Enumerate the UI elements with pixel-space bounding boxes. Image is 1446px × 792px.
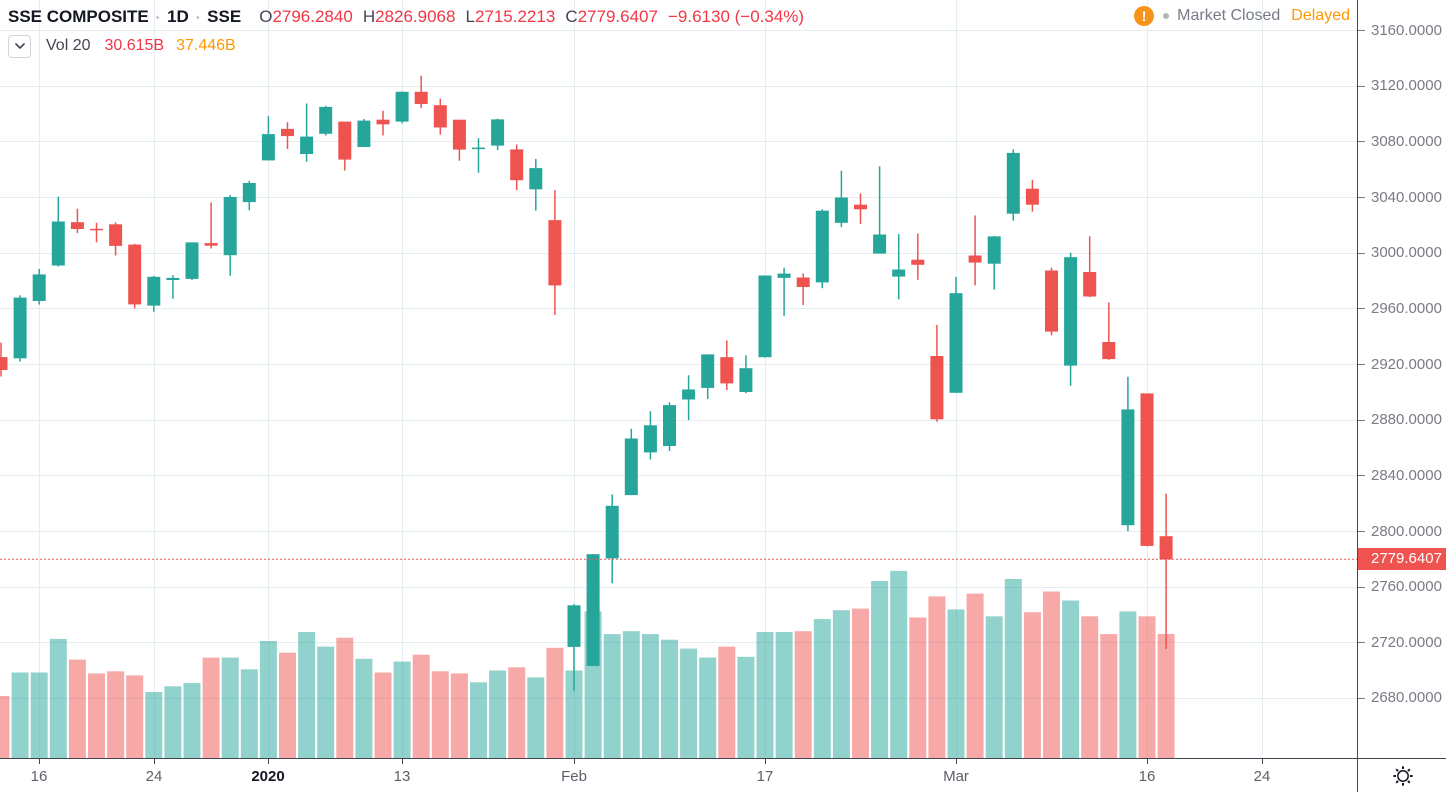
candles [0, 75, 1173, 691]
legend: SSE COMPOSITE · 1D · SSE O2796.2840 H282… [8, 6, 804, 58]
status-dot-icon [1163, 12, 1170, 19]
candlestick-chart-pane[interactable] [0, 0, 1357, 758]
price-tick [1358, 642, 1365, 643]
high-value: 2826.9068 [375, 7, 456, 26]
symbol-title[interactable]: SSE COMPOSITE [8, 7, 149, 26]
price-tick [1358, 30, 1365, 31]
exchange-label: SSE [207, 7, 242, 26]
time-tick-label: 24 [145, 768, 163, 785]
price-tick-label: 3040.0000 [1371, 189, 1442, 206]
time-tick [39, 759, 40, 764]
time-tick-label: 24 [1253, 768, 1271, 785]
time-tick [956, 759, 957, 764]
time-tick-label: 16 [1138, 768, 1156, 785]
market-closed-text: Market Closed [1177, 6, 1281, 24]
change-value: −9.6130 (−0.34%) [667, 7, 805, 26]
price-tick [1358, 308, 1365, 309]
price-tick-label: 3000.0000 [1371, 244, 1442, 261]
volume-current-value: 30.615B [104, 37, 165, 54]
volume-bars [0, 570, 1175, 758]
high-letter: H [362, 7, 376, 26]
price-tick-label: 2920.0000 [1371, 356, 1442, 373]
time-tick [154, 759, 155, 764]
price-tick-label: 3080.0000 [1371, 133, 1442, 150]
price-tick-label: 3120.0000 [1371, 77, 1442, 94]
time-tick-label: 13 [393, 768, 411, 785]
price-tick [1358, 197, 1365, 198]
time-tick [1262, 759, 1263, 764]
price-tick [1358, 86, 1365, 87]
price-tick-label: 3160.0000 [1371, 22, 1442, 39]
delayed-text[interactable]: Delayed [1291, 6, 1350, 24]
price-tick-label: 2760.0000 [1371, 578, 1442, 595]
close-value: 2779.6407 [577, 7, 658, 26]
price-tick-label: 2720.0000 [1371, 634, 1442, 651]
time-tick [765, 759, 766, 764]
market-status: ! Market Closed Delayed [1134, 5, 1350, 26]
time-tick-label: 2020 [251, 768, 285, 785]
price-tick-label: 2800.0000 [1371, 523, 1442, 540]
ohlc-values: O2796.2840 H2826.9068 L2715.2213 C2779.6… [259, 7, 668, 27]
separator-dot: · [195, 9, 201, 25]
open-letter: O [259, 7, 273, 26]
low-value: 2715.2213 [474, 7, 556, 26]
volume-ma-value: 37.446B [176, 37, 236, 54]
price-tick [1358, 420, 1365, 421]
axis-corner [1357, 758, 1446, 792]
price-tick [1358, 475, 1365, 476]
time-tick-label: Feb [561, 768, 587, 785]
price-tick [1358, 531, 1365, 532]
price-tick [1358, 141, 1365, 142]
low-letter: L [465, 7, 475, 26]
separator-dot: · [155, 9, 161, 25]
price-tick [1358, 253, 1365, 254]
price-axis[interactable]: 2779.6407 3160.0000 3120.0000 3080.0000 304… [1357, 0, 1446, 758]
time-tick [402, 759, 403, 764]
price-scale-settings-icon[interactable] [1390, 763, 1416, 789]
time-tick [268, 759, 269, 764]
last-price-label: 2779.6407 [1358, 548, 1446, 570]
price-tick-label: 2880.0000 [1371, 411, 1442, 428]
time-tick-label: 17 [756, 768, 774, 785]
price-tick [1358, 587, 1365, 588]
chevron-down-icon [14, 43, 25, 49]
close-letter: C [565, 7, 578, 26]
indicator-collapse-button[interactable] [8, 34, 31, 58]
time-tick-label: Mar [943, 768, 969, 785]
time-tick [1147, 759, 1148, 764]
time-tick [574, 759, 575, 764]
volume-indicator-label[interactable]: Vol 20 [46, 37, 91, 54]
time-tick-label: 16 [30, 768, 48, 785]
open-value: 2796.2840 [272, 7, 353, 26]
price-tick [1358, 364, 1365, 365]
volume-indicator-row: Vol 20 30.615B 37.446B [8, 34, 804, 58]
price-tick-label: 2960.0000 [1371, 300, 1442, 317]
time-axis[interactable]: 16 24 2020 13 Feb 17 Mar 16 24 [0, 758, 1357, 792]
symbol-legend-row: SSE COMPOSITE · 1D · SSE O2796.2840 H282… [8, 6, 804, 28]
price-tick-label: 2680.0000 [1371, 689, 1442, 706]
interval-label[interactable]: 1D [167, 7, 189, 26]
price-tick-label: 2840.0000 [1371, 467, 1442, 484]
price-tick [1358, 698, 1365, 699]
delayed-warning-icon[interactable]: ! [1134, 5, 1155, 26]
